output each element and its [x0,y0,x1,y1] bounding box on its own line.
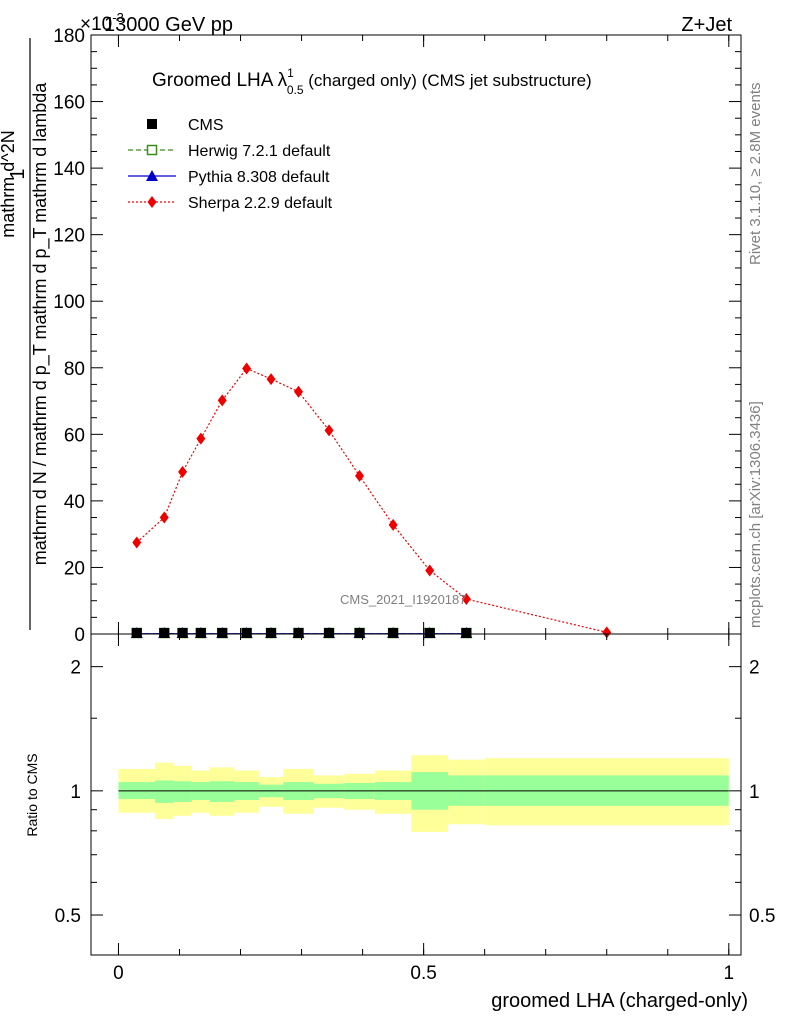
energy-label: 13000 GeV pp [104,14,233,36]
legend-sherpa-label: Sherpa 2.2.9 default [188,195,333,212]
legend-cms-label: CMS [188,117,224,134]
legend-herwig-label: Herwig 7.2.1 default [188,143,331,160]
ratio-x-tick-label: 1 [724,963,735,984]
cms-point [195,628,206,638]
cms-point [354,628,365,638]
ratio-ylabel: Ratio to CMS [24,753,40,836]
ratio-y-tick-label: 1 [70,782,81,803]
sherpa-point [266,373,276,386]
ratio-y-tick-label: 2 [70,658,81,679]
main-y-tick-label: 140 [53,159,85,180]
ratio-y-tick-label-right: 2 [749,658,760,679]
ratio-band-inner [173,781,192,802]
main-y-tick-label: 180 [53,26,85,47]
cms-point [293,628,304,638]
sherpa-point [388,518,398,531]
plot-title-suffix: (charged only) (CMS jet substructure) [304,71,592,90]
cms-point [461,628,472,638]
cms-point [159,628,170,638]
analysis-watermark: CMS_2021_I1920187 [340,592,467,607]
main-ylabel-stack-top: mathrm d^2N [0,130,18,237]
sherpa-point [178,465,188,478]
main-y-tick-label: 100 [53,292,85,313]
cms-point [424,628,435,638]
sherpa-point [159,511,169,524]
main-ylabel: 1 mathrm d N / mathrm d p_T mathrm d p_T… [0,38,51,630]
cms-point [131,628,142,638]
main-y-tick-label: 0 [74,625,85,646]
mcplots-label: mcplots.cern.ch [arXiv:1306.3436] [747,401,764,628]
legend-pythia-label: Pythia 8.308 default [188,169,330,186]
process-label: Z+Jet [681,14,732,36]
cms-point [217,628,228,638]
cms-point [177,628,188,638]
legend-pythia-marker [146,170,158,181]
cms-point [266,628,277,638]
sherpa-point [425,564,435,577]
main-y-tick-label: 40 [64,492,85,513]
sherpa-point [602,626,612,639]
sherpa-point [217,394,227,407]
sherpa-point [294,385,304,398]
main-y-tick-label: 20 [64,558,85,579]
ratio-band-inner [210,781,235,802]
plot-title-sub: 0.5 [287,83,304,97]
ratio-bands [118,755,729,832]
sherpa-point [196,432,206,445]
ratio-ticks: 0.5 0.5 1 1 2 2 0 0.5 1 [55,634,775,984]
main-y-ticks: 0 20 40 60 80 100 120 140 160 180 [53,26,741,646]
main-ylabel-denominator: mathrm d N / mathrm d p_T mathrm d p_T m… [30,82,51,565]
ratio-y-tick-label-right: 0.5 [749,906,775,927]
legend-cms-marker [147,119,157,129]
ratio-panel-frame [90,633,742,956]
cms-point [324,628,335,638]
main-y-tick-label: 80 [64,359,85,380]
main-ylabel-numerator: 1 [7,168,29,179]
sherpa-line [136,367,607,633]
xlabel: groomed LHA (charged-only) [491,990,748,1012]
cms-point [241,628,252,638]
plot-title-prefix: Groomed LHA [152,70,278,91]
plot-title-symbol: λ [278,70,288,91]
main-data-layer [130,362,612,639]
ratio-band-inner [155,780,174,803]
legend: CMS Herwig 7.2.1 default Pythia 8.308 defa… [128,117,333,212]
main-y-tick-label: 60 [64,425,85,446]
ratio-y-tick-label-right: 1 [749,782,760,803]
main-y-tick-label: 160 [53,93,85,114]
ratio-x-tick-label: 0.5 [410,963,436,984]
legend-herwig-marker [146,144,158,156]
axis-multiplier-exp: -3 [112,10,124,25]
plot-title-sup: 1 [287,66,294,80]
main-y-tick-label: 120 [53,226,85,247]
ratio-x-tick-label: 0 [113,963,124,984]
cms-point [388,628,399,638]
axis-multiplier: ×10-3 [80,10,124,35]
sherpa-point [461,593,471,606]
plot-title: Groomed LHA λ1 0.5 (charged only) (CMS je… [152,66,592,97]
rivet-label: Rivet 3.1.10, ≥ 2.8M events [747,83,764,266]
sherpa-point [132,536,142,549]
ratio-y-tick-label: 0.5 [55,906,81,927]
sherpa-point [324,424,334,437]
sherpa-point [242,362,252,375]
axis-multiplier-base: ×10 [80,14,112,35]
legend-sherpa-marker [147,196,157,208]
sherpa-point [355,469,365,482]
